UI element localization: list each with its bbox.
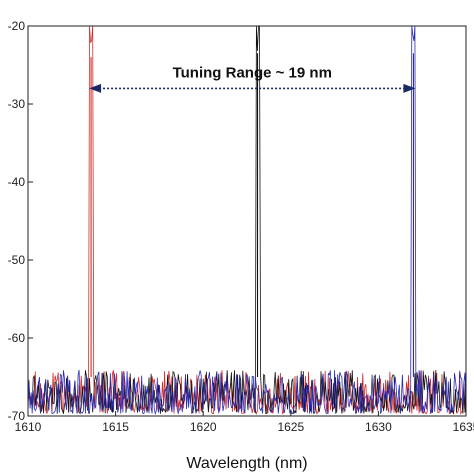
spectrum-line-2: [27, 25, 467, 415]
spectrum-line-3: [27, 25, 467, 415]
y-tick-label: -40: [8, 175, 26, 189]
x-tick-label: 1610: [15, 420, 42, 434]
y-axis-ticks: -20 -30 -40 -50 -60 -70: [8, 19, 33, 423]
y-tick-label: -30: [8, 97, 26, 111]
tuning-range-annotation: Tuning Range ~ 19 nm: [89, 64, 416, 93]
x-tick-label: 1635: [453, 420, 474, 434]
y-tick-label: -60: [8, 331, 26, 345]
spectrum-line-1: [27, 25, 467, 416]
plot-frame: [27, 25, 467, 417]
x-axis-title: Wavelength (nm): [186, 455, 307, 472]
x-tick-label: 1625: [277, 420, 304, 434]
x-axis-ticks: 1610 1615 1620 1625 1630 1635: [15, 411, 474, 434]
tuning-range-arrowhead-left: [89, 83, 102, 93]
x-tick-label: 1630: [365, 420, 392, 434]
y-tick-label: -70: [8, 409, 26, 423]
spectra-group: [27, 25, 467, 416]
x-tick-label: 1620: [190, 420, 217, 434]
y-tick-label: -20: [8, 19, 26, 33]
tuning-range-label: Tuning Range ~ 19 nm: [173, 64, 332, 81]
x-tick-label: 1615: [102, 420, 129, 434]
tuning-range-arrowhead-right: [403, 83, 416, 93]
y-tick-label: -50: [8, 253, 26, 267]
